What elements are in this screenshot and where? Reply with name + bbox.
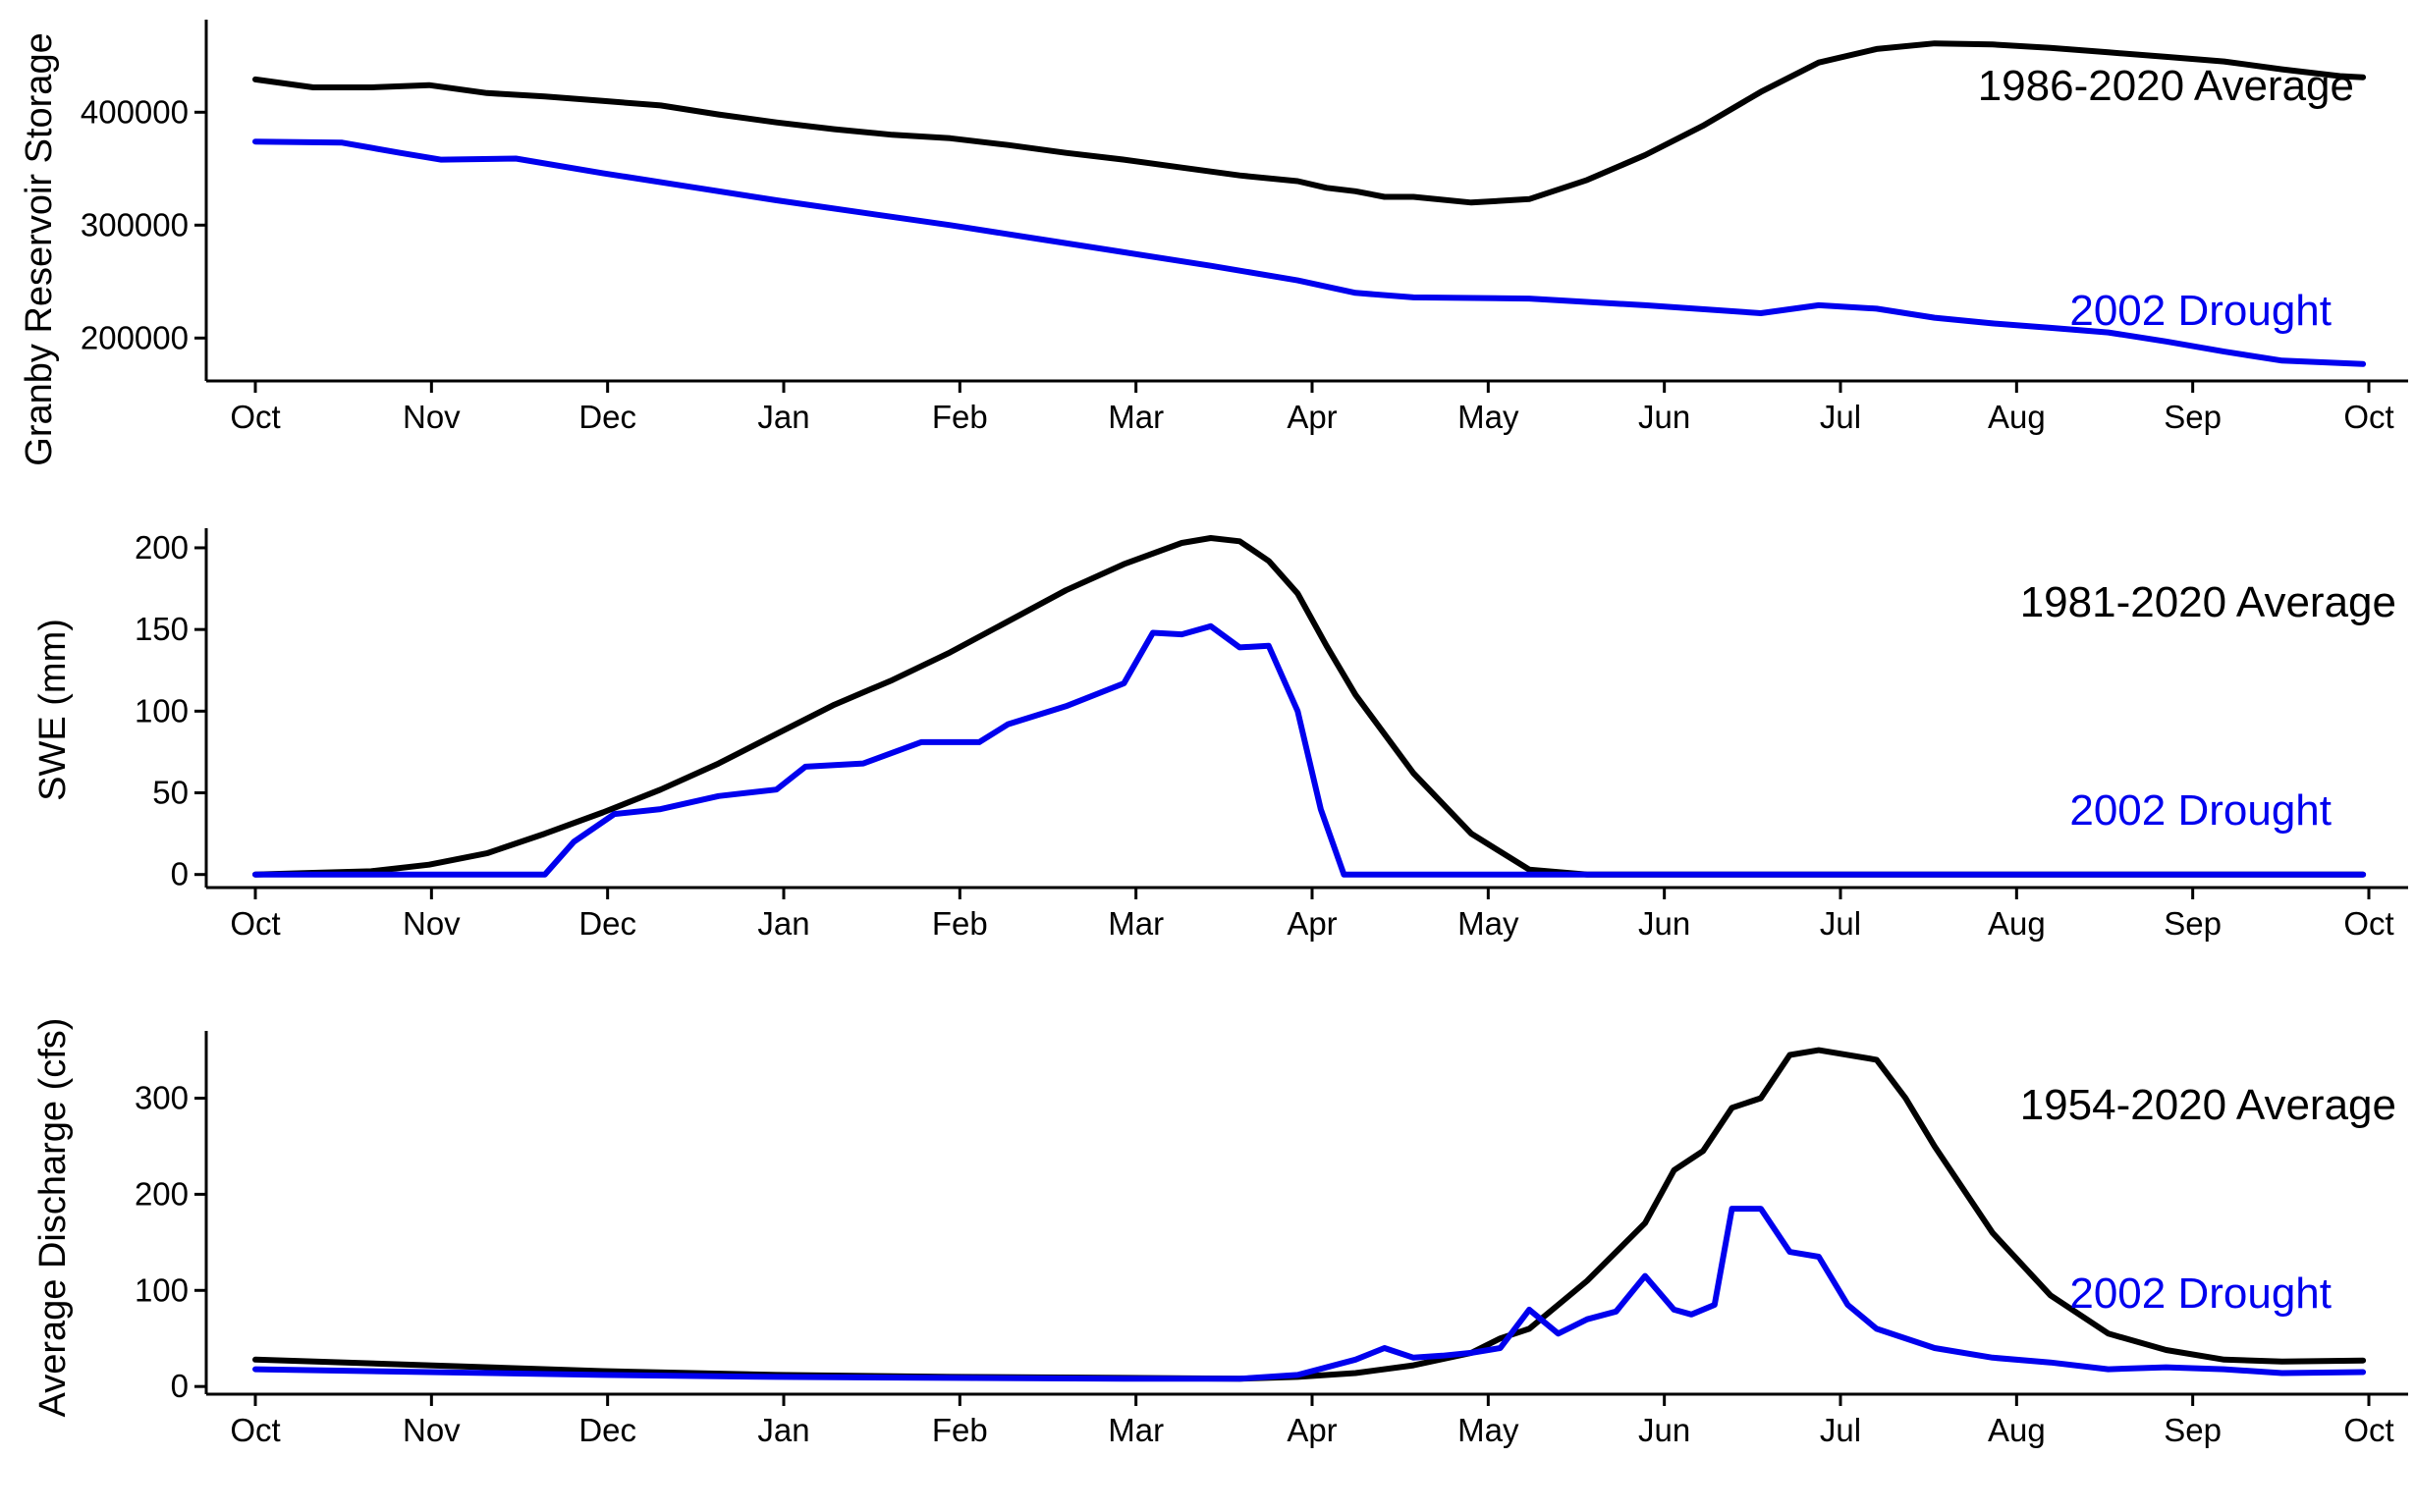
x-tick-label: Feb (932, 905, 988, 942)
annotation-average: 1954-2020 Average (2020, 1081, 2396, 1129)
y-tick-label: 400000 (81, 93, 189, 130)
x-tick-label: Sep (2164, 905, 2222, 942)
x-tick-label: Aug (1988, 1412, 2046, 1448)
series-line-2002-drought (252, 138, 2367, 367)
x-tick-label: Sep (2164, 399, 2222, 435)
y-ticks: 200000 300000 400000 (81, 93, 206, 355)
x-tick-label: Mar (1108, 399, 1164, 435)
x-tick-label: Oct (2343, 905, 2393, 942)
x-tick-label: Oct (230, 905, 280, 942)
y-tick-label: 150 (135, 611, 189, 647)
y-axis-title: SWE (mm) (32, 619, 74, 801)
x-ticks: Oct Nov Dec Jan Feb Mar Apr May Jun Jul Aug Sep Oct (230, 1394, 2394, 1448)
x-tick-label: May (1457, 399, 1519, 435)
x-tick-label: Apr (1287, 399, 1337, 435)
x-tick-label: Mar (1108, 1412, 1164, 1448)
x-tick-label: Oct (230, 399, 280, 435)
x-tick-label: Dec (578, 399, 636, 435)
panel-swe: 0 50 100 150 200 Oct Nov Dec Jan Feb Mar Apr May Jun… (32, 528, 2408, 942)
y-axis-title: Average Discharge (cfs) (32, 1018, 74, 1418)
x-tick-label: Aug (1988, 399, 2046, 435)
x-tick-label: Jan (757, 1412, 809, 1448)
annotation-drought: 2002 Drought (2069, 287, 2332, 335)
x-tick-label: Jun (1638, 905, 1690, 942)
x-tick-label: Feb (932, 1412, 988, 1448)
x-tick-label: Jan (757, 905, 809, 942)
y-tick-label: 200 (135, 1175, 189, 1212)
x-tick-label: Dec (578, 1412, 636, 1448)
annotation-average: 1981-2020 Average (2020, 578, 2396, 626)
y-tick-label: 200 (135, 529, 189, 566)
x-tick-label: Oct (230, 1412, 280, 1448)
x-tick-label: Aug (1988, 905, 2046, 942)
series-layer (252, 40, 2367, 367)
y-tick-label: 0 (171, 1368, 189, 1404)
y-tick-label: 100 (135, 692, 189, 729)
x-tick-label: Apr (1287, 905, 1337, 942)
y-tick-label: 50 (152, 775, 189, 811)
x-ticks: Oct Nov Dec Jan Feb Mar Apr May Jun Jul Aug Sep Oct (230, 888, 2394, 942)
x-tick-label: May (1457, 1412, 1519, 1448)
x-tick-label: Oct (2343, 1412, 2393, 1448)
x-tick-label: Jun (1638, 399, 1690, 435)
y-tick-label: 0 (171, 856, 189, 892)
x-tick-label: Dec (578, 905, 636, 942)
panel-discharge: 0 100 200 300 Oct Nov Dec Jan Feb Mar Apr May Jun Ju… (32, 1018, 2408, 1448)
x-tick-label: Jul (1820, 905, 1861, 942)
y-ticks: 0 50 100 150 200 (135, 529, 206, 892)
x-tick-label: Jul (1820, 399, 1861, 435)
y-ticks: 0 100 200 300 (135, 1080, 206, 1404)
y-axis-title: Granby Reservoir Storage (19, 32, 60, 465)
x-tick-label: Sep (2164, 1412, 2222, 1448)
y-tick-label: 300 (135, 1080, 189, 1116)
y-tick-label: 300000 (81, 206, 189, 243)
x-tick-label: Jan (757, 399, 809, 435)
series-layer (252, 535, 2367, 878)
annotation-drought: 2002 Drought (2069, 786, 2332, 835)
x-tick-label: Nov (403, 905, 461, 942)
y-tick-label: 100 (135, 1271, 189, 1308)
x-tick-label: Jul (1820, 1412, 1861, 1448)
panel-reservoir-storage: 200000 300000 400000 Oct Nov Dec Jan Feb Mar Apr… (19, 20, 2408, 466)
series-layer (252, 1047, 2367, 1382)
x-tick-label: Nov (403, 1412, 461, 1448)
series-line-2002-drought (252, 622, 2367, 878)
x-tick-label: Apr (1287, 1412, 1337, 1448)
x-tick-label: May (1457, 905, 1519, 942)
y-tick-label: 200000 (81, 319, 189, 355)
x-ticks: Oct Nov Dec Jan Feb Mar Apr May Jun Jul Aug Sep Oct (230, 381, 2394, 435)
series-line-average (252, 40, 2367, 206)
x-tick-label: Mar (1108, 905, 1164, 942)
x-tick-label: Feb (932, 399, 988, 435)
series-line-2002-drought (252, 1206, 2367, 1382)
annotation-drought: 2002 Drought (2069, 1269, 2332, 1318)
annotation-average: 1986-2020 Average (1978, 62, 2354, 110)
x-tick-label: Oct (2343, 399, 2393, 435)
x-tick-label: Nov (403, 399, 461, 435)
x-tick-label: Jun (1638, 1412, 1690, 1448)
